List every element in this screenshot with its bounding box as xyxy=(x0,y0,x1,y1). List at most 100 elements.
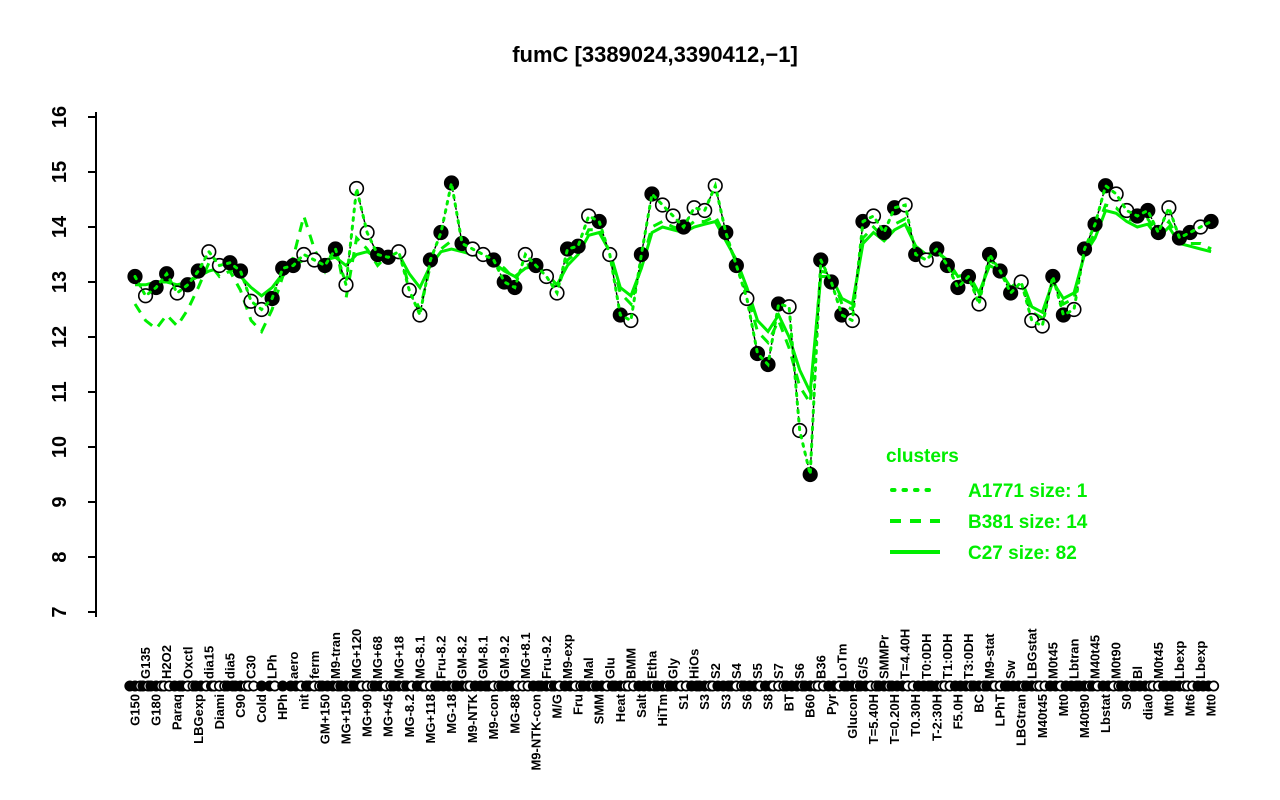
x-axis-label: ferm xyxy=(307,651,322,679)
data-point xyxy=(971,296,987,312)
data-point xyxy=(876,224,892,241)
data-point xyxy=(317,257,333,274)
condition-strip xyxy=(124,680,1220,692)
x-axis-label: dia0 xyxy=(1140,694,1155,720)
x-axis-label: HPh xyxy=(275,694,290,720)
x-axis-label: MG+18 xyxy=(391,636,406,679)
x-axis-label: MG+150 xyxy=(339,694,354,744)
x-axis-label: M0t90 xyxy=(1109,642,1124,679)
x-axis-label: MG-8.1 xyxy=(412,636,427,679)
x-axis-label: S7 xyxy=(771,663,786,679)
data-point xyxy=(802,466,818,483)
x-axis-label: Fru xyxy=(571,694,586,715)
x-axis-label: LPh xyxy=(265,654,280,679)
x-axis-label: H2O2 xyxy=(159,645,174,679)
legend-item-a1771: A1771 size: 1 xyxy=(968,481,1088,502)
x-axis-label: Glucon xyxy=(845,694,860,739)
y-tick-label: 15 xyxy=(49,161,71,183)
x-axis-label: LBGexp xyxy=(191,694,206,744)
x-axis-label: T0:0DH xyxy=(919,633,934,679)
x-axis-label: nit xyxy=(296,693,311,710)
series-layer xyxy=(133,203,1212,408)
x-axis-label: S6 xyxy=(792,663,807,679)
x-axis-label: Lbtran xyxy=(1067,639,1082,680)
y-tick-label: 16 xyxy=(49,106,71,128)
x-axis-label: Lbexp xyxy=(1193,641,1208,679)
x-axis-label: Salt xyxy=(634,693,649,718)
x-axis-label: G180 xyxy=(149,694,164,726)
x-axis-label: M40t90 xyxy=(1077,694,1092,738)
x-axis-labels: G150 G135 G180 H2O2 Paraq Oxctl LBGexp dia15 Dia… xyxy=(128,628,1219,771)
x-axis-label: M9-con xyxy=(486,694,501,740)
data-point xyxy=(1203,213,1219,230)
x-axis-label: SMMPr xyxy=(877,635,892,679)
x-axis-label: G/S xyxy=(856,656,871,679)
x-axis-label: dia5 xyxy=(222,653,237,679)
x-axis-label: dia15 xyxy=(201,646,216,679)
x-axis-label: Mt0 xyxy=(1204,694,1219,716)
legend-item-b381: B381 size: 14 xyxy=(968,512,1088,533)
x-axis-label: S0 xyxy=(1119,694,1134,710)
x-axis-label: Fru-9.2 xyxy=(539,636,554,679)
legend-item-c27: C27 size: 82 xyxy=(968,543,1077,564)
x-axis-label: T-2:30H xyxy=(929,694,944,741)
x-axis-label: T=4.40H xyxy=(898,629,913,679)
legend: clusters A1771 size: 1 B381 size: 14 C27… xyxy=(886,446,1088,564)
x-axis-label: LoTm xyxy=(834,644,849,679)
x-axis-label: M0t45 xyxy=(1045,642,1060,679)
x-axis-label: aero xyxy=(286,651,301,679)
data-point xyxy=(939,257,955,274)
x-axis-label: BMM xyxy=(623,648,638,679)
x-axis-label: M0t45 xyxy=(1151,642,1166,679)
x-axis-label: T=0.20H xyxy=(887,694,902,744)
x-axis-label: Cold xyxy=(254,694,269,723)
x-axis-label: S6 xyxy=(739,694,754,710)
data-point xyxy=(781,299,797,315)
x-axis-label: HiOs xyxy=(687,649,702,679)
y-tick-label: 7 xyxy=(49,606,71,617)
cluster-c27-solid-line xyxy=(135,208,1212,398)
x-axis-label: LBGstat xyxy=(1024,628,1039,679)
x-axis-label: Bl xyxy=(1130,666,1145,679)
x-axis-label: G135 xyxy=(138,647,153,679)
x-axis-label: M40t45 xyxy=(1035,694,1050,738)
x-axis-label: S3 xyxy=(697,694,712,710)
x-axis-label: Oxctl xyxy=(180,646,195,679)
x-axis-label: Etha xyxy=(645,650,660,679)
x-axis-label: Mt0 xyxy=(1161,694,1176,716)
x-axis-label: BC xyxy=(972,693,987,712)
x-axis-label: MG-18 xyxy=(444,694,459,734)
y-tick-label: 14 xyxy=(49,215,71,238)
data-point xyxy=(1161,200,1177,216)
x-axis-label: S5 xyxy=(750,663,765,679)
x-axis-label: Heat xyxy=(613,693,628,722)
y-tick-label: 11 xyxy=(49,381,71,402)
x-axis-label: B60 xyxy=(803,694,818,718)
data-point xyxy=(570,238,586,254)
chart-title: fumC [3389024,3390412,−1] xyxy=(512,42,798,67)
y-tick-label: 8 xyxy=(49,551,71,562)
x-axis-label: B36 xyxy=(813,655,828,679)
x-axis-label: HiTm xyxy=(655,694,670,727)
y-axis: 7 8 9 10 11 12 13 14 15 16 xyxy=(49,106,97,618)
x-axis-label: S1 xyxy=(676,694,691,710)
x-axis-label: S3 xyxy=(718,694,733,710)
x-axis-label: GM-8.2 xyxy=(455,636,470,679)
x-axis-label: C30 xyxy=(244,655,259,679)
x-axis-label: T1:0DH xyxy=(940,633,955,679)
x-axis-label: Lbstat xyxy=(1098,693,1113,733)
x-axis-label: MG+120 xyxy=(349,629,364,679)
data-point xyxy=(1140,202,1156,219)
x-axis-label: MG-8.2 xyxy=(402,694,417,737)
x-axis-label: MG+118 xyxy=(423,694,438,744)
x-axis-label: Paraq xyxy=(170,694,185,730)
x-axis-label: S2 xyxy=(708,663,723,679)
y-tick-label: 9 xyxy=(49,496,71,507)
x-axis-label: M9-exp xyxy=(560,634,575,679)
x-axis-label: M/G xyxy=(550,694,565,719)
strip-marker xyxy=(1208,680,1220,692)
data-point xyxy=(1045,268,1061,285)
x-axis-label: F5.0H xyxy=(950,694,965,729)
